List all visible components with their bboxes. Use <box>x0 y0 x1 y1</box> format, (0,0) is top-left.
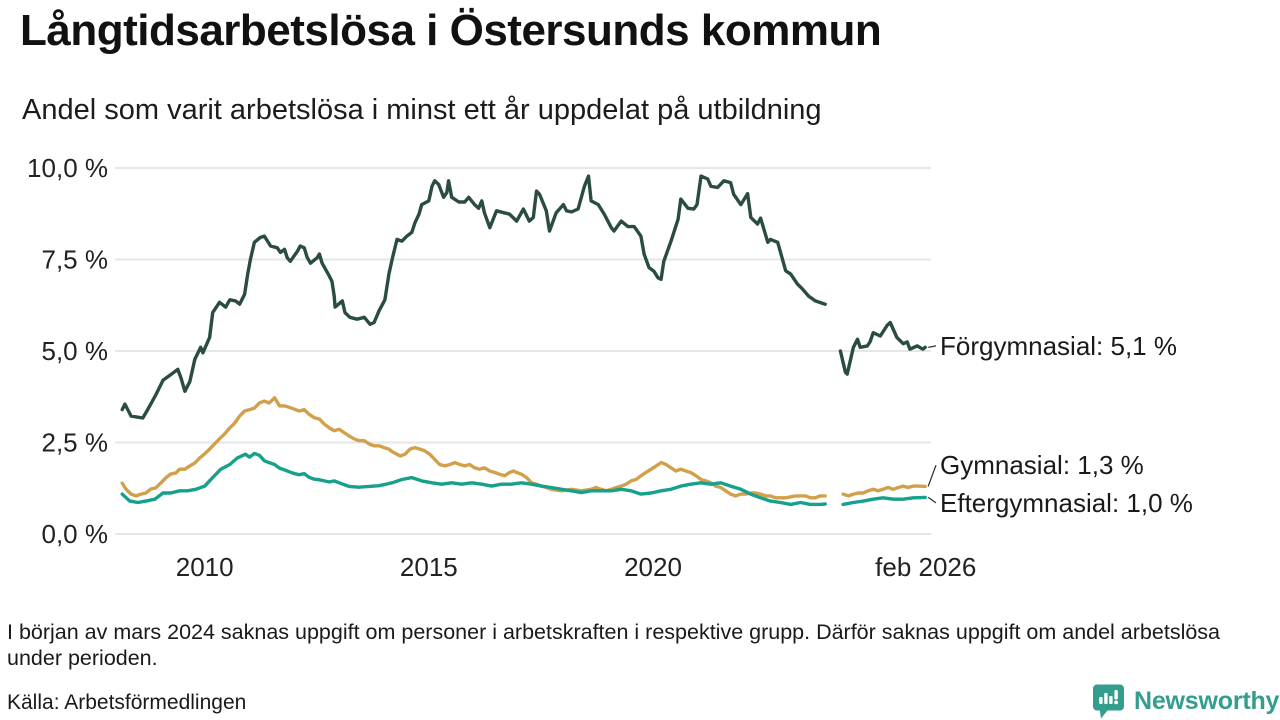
chart-subtitle: Andel som varit arbetslösa i minst ett å… <box>22 94 822 126</box>
page-title: Långtidsarbetslösa i Östersunds kommun <box>20 6 882 55</box>
series-line-forgymnasial <box>838 320 927 376</box>
logo-exclamation-bar <box>1114 690 1118 700</box>
footnote: I början av mars 2024 saknas uppgift om … <box>7 620 1221 670</box>
series-line-eftergymnasial <box>841 495 927 507</box>
newsworthy-logo: Newsworthy <box>1092 684 1279 719</box>
source-label: Källa: Arbetsförmedlingen <box>7 691 247 714</box>
series-line-eftergymnasial <box>120 451 827 507</box>
series-end-label-gymnasial: Gymnasial: 1,3 % <box>940 450 1144 480</box>
y-tick-label: 2,5 % <box>42 428 109 458</box>
logo-bar-1 <box>1099 697 1103 704</box>
y-tick-label: 0,0 % <box>42 519 109 549</box>
logo-bar-3 <box>1109 696 1113 704</box>
y-tick-label: 7,5 % <box>42 245 109 275</box>
logo-bar-2 <box>1104 693 1108 704</box>
y-tick-label: 5,0 % <box>42 336 109 366</box>
label-connector-gymnasial <box>927 464 937 487</box>
series-end-label-eftergymnasial: Eftergymnasial: 1,0 % <box>940 488 1193 518</box>
newsworthy-logo-icon <box>1093 684 1124 719</box>
x-tick-label: feb 2026 <box>875 552 976 582</box>
series-line-gymnasial <box>841 484 927 498</box>
series-line-gymnasial <box>120 396 827 500</box>
series-end-label-forgymnasial: Förgymnasial: 5,1 % <box>940 331 1177 361</box>
logo-exclamation-dot <box>1114 700 1118 705</box>
y-tick-label: 10,0 % <box>27 153 108 183</box>
newsworthy-logo-text: Newsworthy <box>1134 687 1280 715</box>
x-tick-label: 2010 <box>176 552 234 582</box>
label-connector-forgymnasial <box>928 345 937 348</box>
x-tick-label: 2020 <box>624 552 682 582</box>
line-chart: 0,0 % 2,5 % 5,0 % 7,5 % 10,0 % 2010 2015 2020 fe… <box>27 153 1193 582</box>
x-tick-label: 2015 <box>400 552 458 582</box>
series-line-forgymnasial <box>120 174 827 420</box>
label-connector-eftergymnasial <box>927 496 937 504</box>
